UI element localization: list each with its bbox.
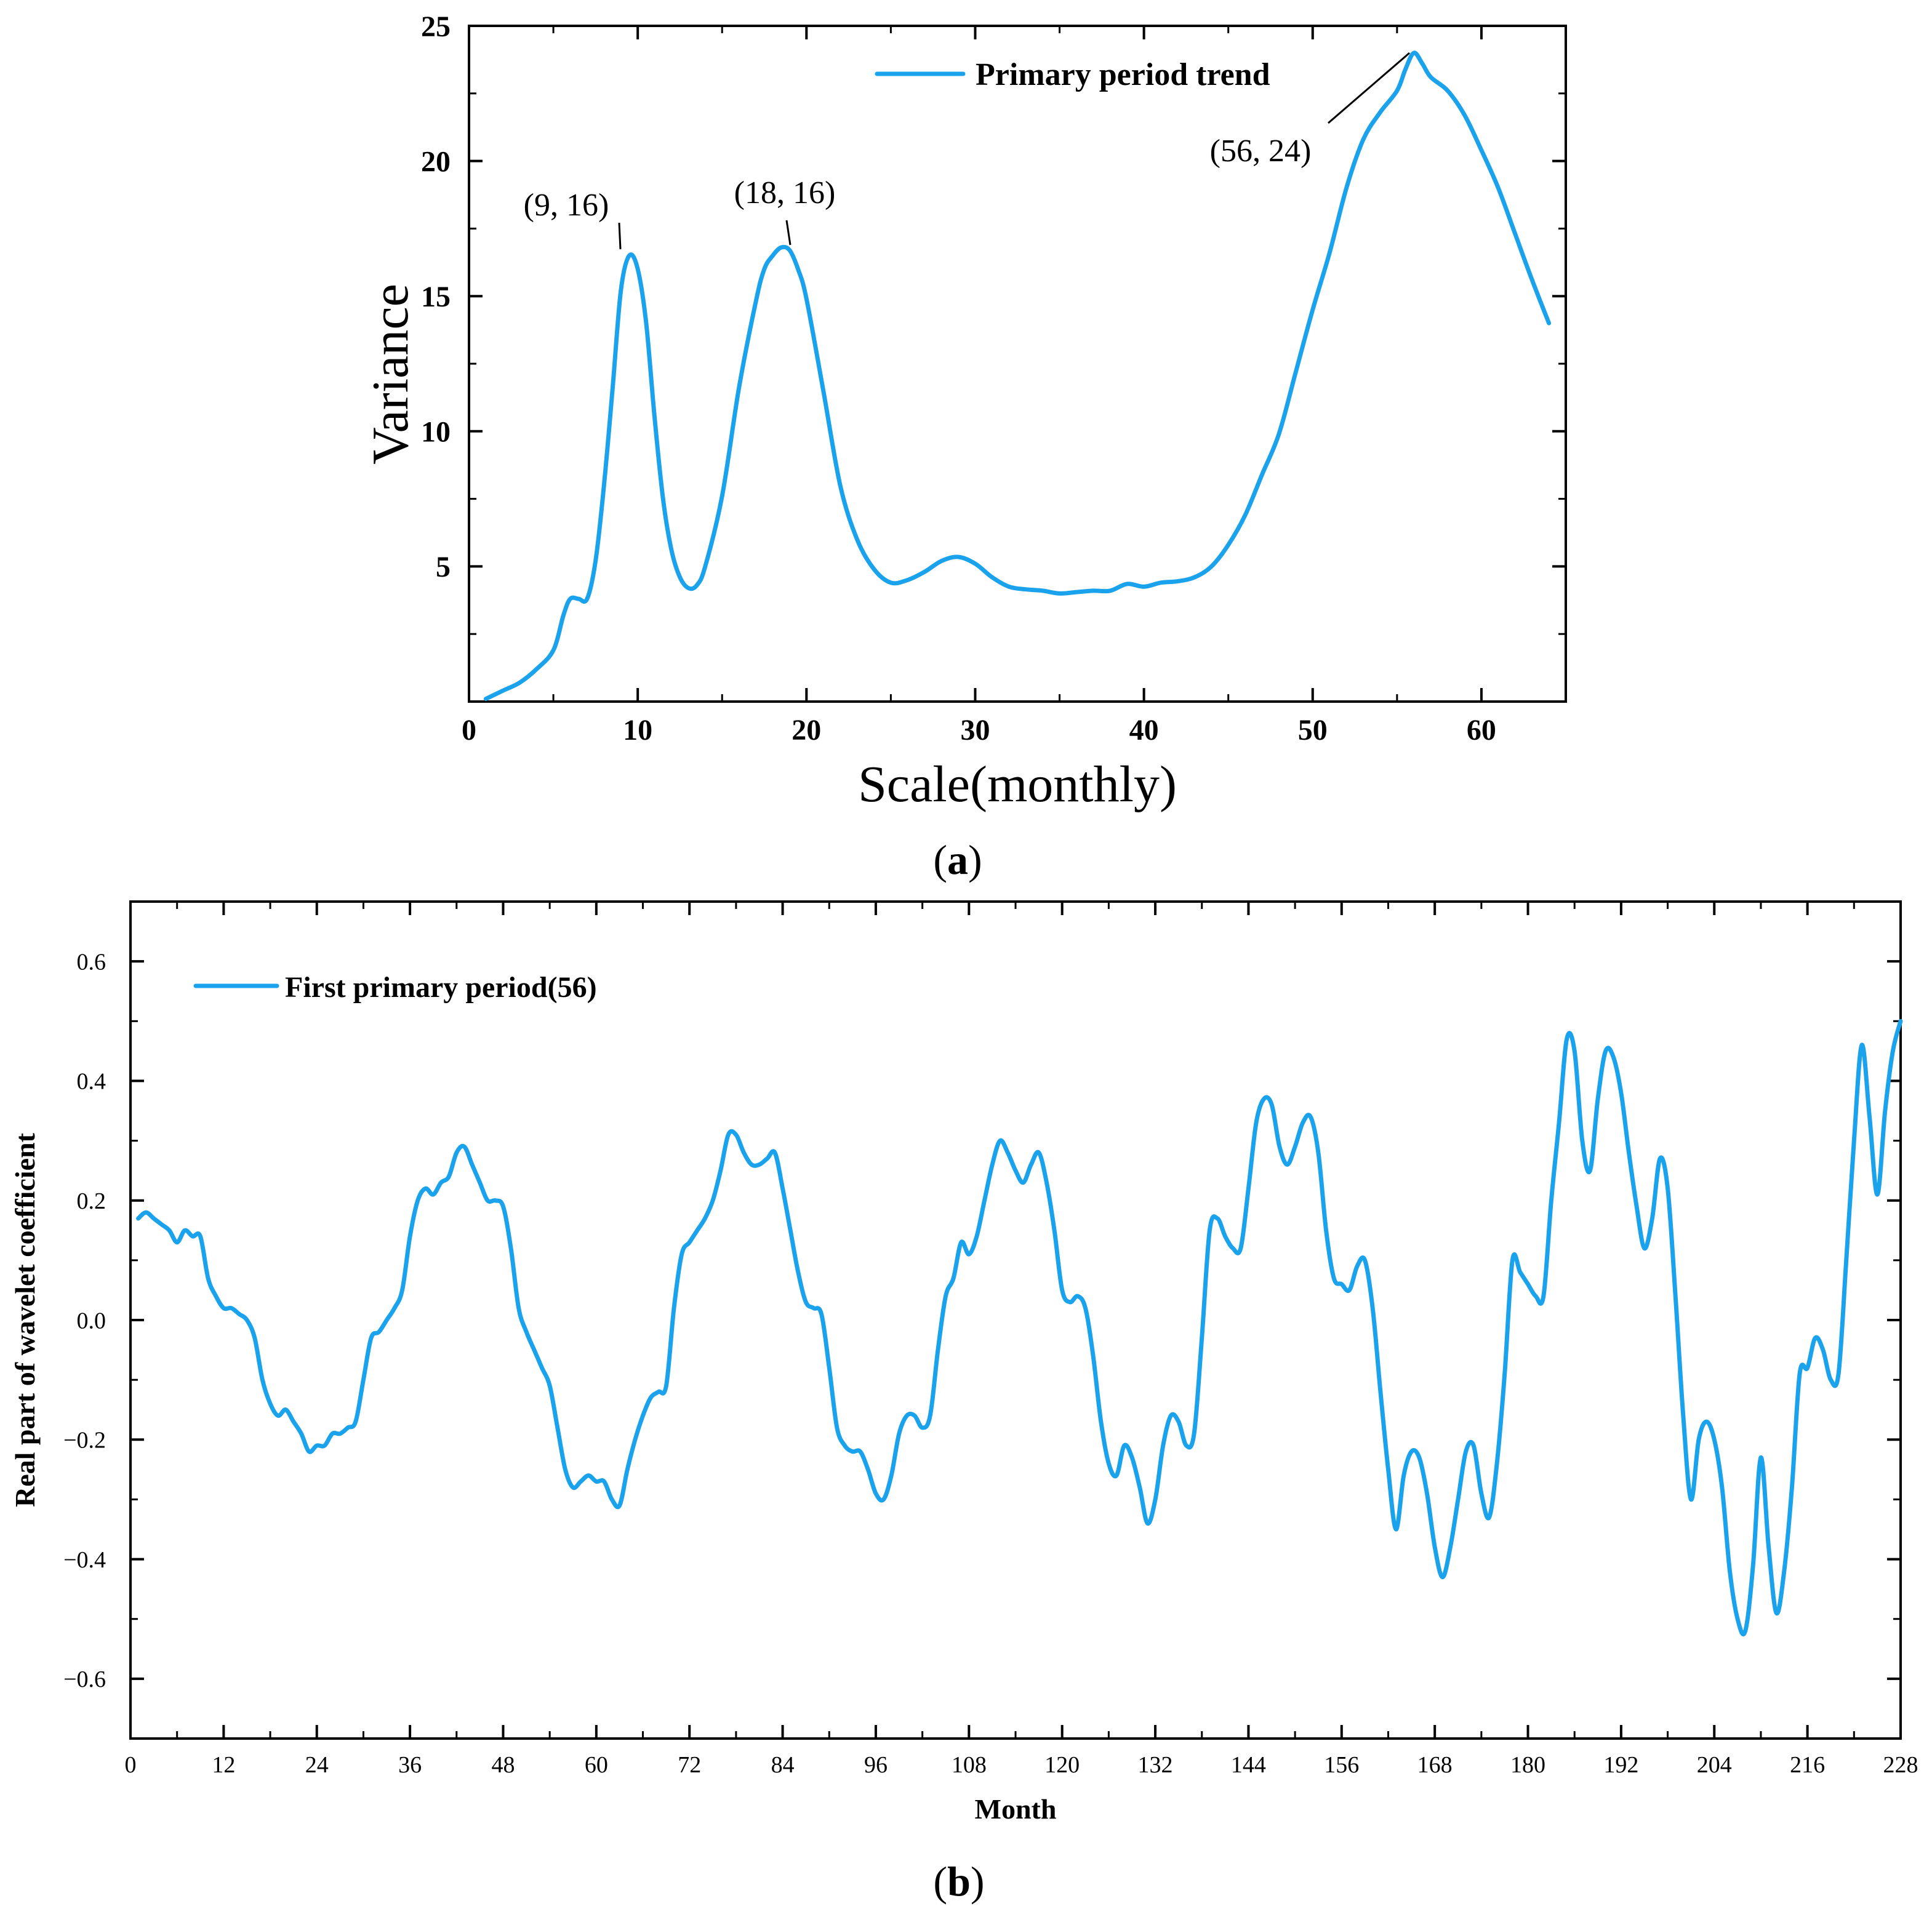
- b-ytick-label: 0.6: [77, 949, 106, 975]
- chart-b-ticks: [129, 900, 1902, 1739]
- b-xtick-label: 84: [771, 1752, 795, 1778]
- a-xtick-label: 20: [792, 714, 821, 746]
- b-ytick-label: 0.0: [77, 1308, 106, 1334]
- chart-b-x-tick-labels: 0 12 24 36 48 60 72 84 96 108 120 132 144 156 168 180 19…: [125, 1752, 1918, 1778]
- chart-b: 0 12 24 36 48 60 72 84 96 108 120 132 144 156 168 180 19…: [9, 900, 1918, 1905]
- b-xtick-label: 204: [1697, 1752, 1732, 1778]
- chart-b-frame: [129, 900, 1902, 1740]
- annotation-leader-18-16: [785, 220, 792, 246]
- b-xtick-label: 108: [952, 1752, 987, 1778]
- b-xtick-label: 156: [1324, 1752, 1359, 1778]
- a-ytick-label: 10: [421, 416, 451, 449]
- panel-label-b-letter: b: [947, 1858, 971, 1905]
- b-xtick-label: 168: [1417, 1752, 1453, 1778]
- chart-a-legend-label: Primary period trend: [976, 57, 1270, 92]
- panel-label-a-letter: a: [947, 836, 968, 883]
- b-xtick-label: 12: [212, 1752, 235, 1778]
- b-xtick-label: 60: [585, 1752, 608, 1778]
- panel-label-b: (b): [933, 1858, 984, 1905]
- annotation-56-24: (56, 24): [1210, 134, 1312, 169]
- a-ytick-label: 20: [421, 145, 451, 178]
- a-xtick-label: 10: [623, 714, 652, 746]
- chart-a-x-tick-labels: 0 10 20 30 40 50 60: [462, 714, 1496, 746]
- annotation-18-16: (18, 16): [734, 175, 836, 210]
- panel-label-a: (a): [933, 836, 982, 883]
- b-xtick-label: 120: [1044, 1752, 1080, 1778]
- chart-a-ticks: [468, 25, 1566, 702]
- a-ytick-label: 5: [436, 551, 451, 583]
- b-xtick-label: 216: [1790, 1752, 1825, 1778]
- a-xtick-label: 60: [1467, 714, 1496, 746]
- chart-a-x-axis-title: Scale(monthly): [858, 756, 1177, 813]
- a-ytick-label: 25: [421, 10, 451, 43]
- b-xtick-label: 144: [1231, 1752, 1266, 1778]
- b-xtick-label: 72: [678, 1752, 701, 1778]
- b-xtick-label: 96: [864, 1752, 888, 1778]
- b-xtick-label: 36: [398, 1752, 422, 1778]
- chart-b-legend-label: First primary period(56): [285, 971, 597, 1004]
- chart-b-y-axis-title: Real part of wavelet coefficient: [9, 1132, 41, 1507]
- a-xtick-label: 30: [960, 714, 990, 746]
- b-xtick-label: 0: [125, 1752, 137, 1778]
- chart-a-y-tick-labels: 5 10 15 20 25: [421, 10, 451, 583]
- b-ytick-label: −0.4: [63, 1547, 106, 1573]
- chart-b-x-axis-title: Month: [975, 1793, 1057, 1825]
- b-ytick-label: 0.2: [77, 1188, 106, 1214]
- chart-b-y-tick-labels: −0.6 −0.4 −0.2 0.0 0.2 0.4 0.6: [63, 949, 106, 1692]
- annotation-9-16: (9, 16): [524, 188, 609, 223]
- annotation-leader-9-16: [618, 222, 622, 250]
- b-xtick-label: 132: [1138, 1752, 1173, 1778]
- a-xtick-label: 50: [1298, 714, 1328, 746]
- b-ytick-label: −0.6: [63, 1667, 106, 1692]
- a-xtick-label: 0: [462, 714, 476, 746]
- a-ytick-label: 15: [421, 281, 451, 313]
- a-xtick-label: 40: [1129, 714, 1159, 746]
- b-ytick-label: 0.4: [77, 1069, 106, 1095]
- chart-a-y-axis-title: Variance: [362, 284, 419, 465]
- b-ytick-label: −0.2: [63, 1428, 106, 1454]
- b-xtick-label: 228: [1883, 1752, 1918, 1778]
- chart-a: 0 10 20 30 40 50 60 5 10 15 20 25 Primary period t…: [362, 10, 1567, 883]
- chart-a-frame: [468, 25, 1567, 703]
- chart-a-series-line: [483, 50, 1552, 702]
- chart-b-series-line: [136, 1019, 1903, 1637]
- b-xtick-label: 192: [1603, 1752, 1638, 1778]
- b-xtick-label: 48: [491, 1752, 515, 1778]
- b-xtick-label: 24: [305, 1752, 329, 1778]
- b-xtick-label: 180: [1510, 1752, 1545, 1778]
- annotation-leader-56-24: [1328, 52, 1410, 124]
